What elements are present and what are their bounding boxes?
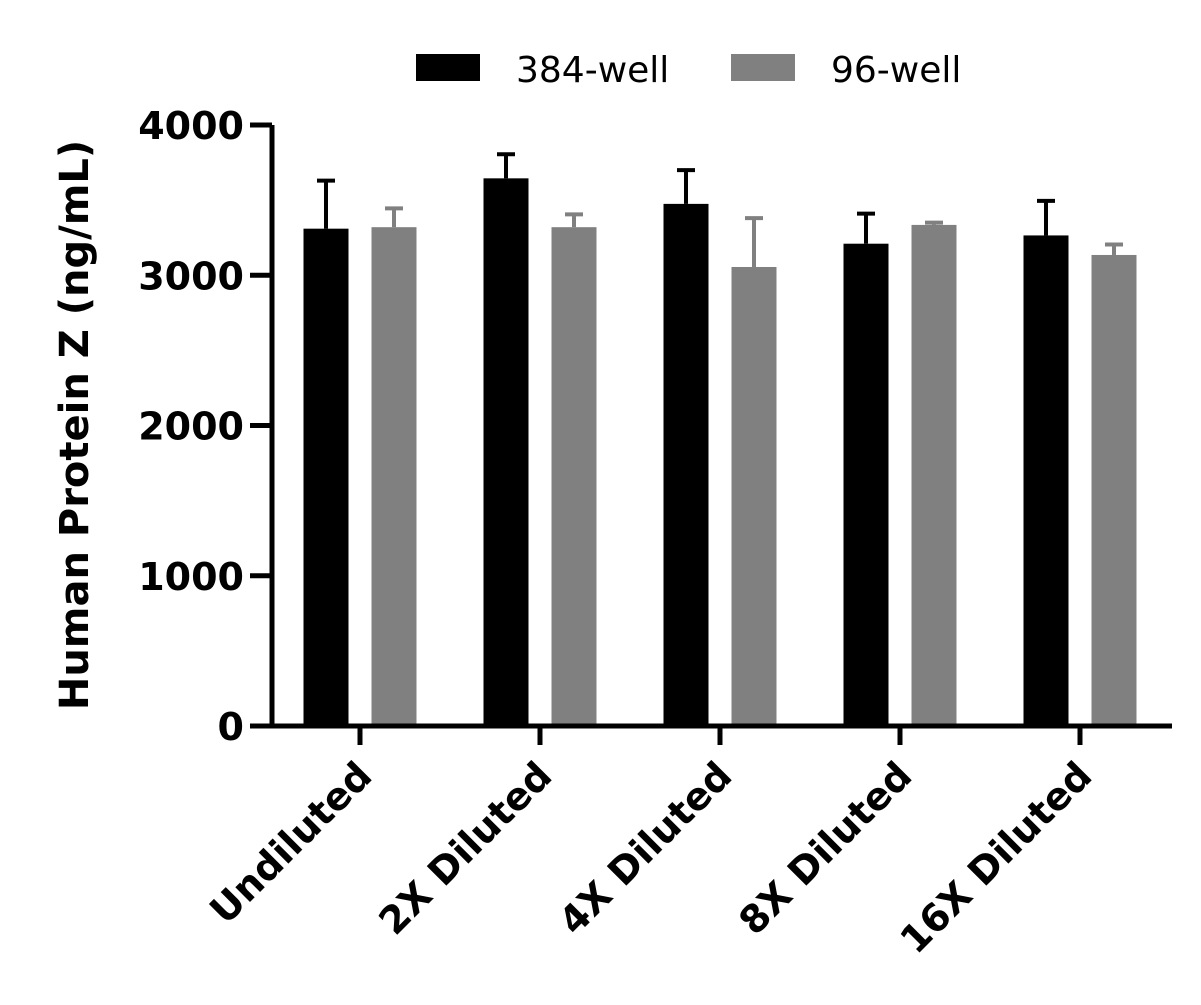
legend-swatch-96-well — [731, 54, 795, 81]
bar-96-well-undiluted — [371, 227, 417, 727]
x-tick-label-4x-diluted: 4X Diluted — [550, 753, 740, 943]
y-axis-ticks: 0 1000 2000 3000 4000 — [138, 104, 272, 749]
legend-label-384-well: 384-well — [516, 50, 669, 91]
bar-384-well-8x-diluted — [843, 243, 889, 726]
y-axis-title: Human Protein Z (ng/mL) — [52, 140, 98, 710]
x-tick-label-16x-diluted: 16X Diluted — [892, 753, 1101, 962]
bar-384-well-16x-diluted — [1023, 235, 1069, 726]
bars-layer — [303, 178, 1137, 727]
y-tick-label-2000: 2000 — [138, 405, 244, 449]
bar-96-well-2x-diluted — [551, 227, 597, 727]
legend-swatch-384-well — [416, 54, 480, 81]
x-tick-label-8x-diluted: 8X Diluted — [730, 753, 920, 943]
y-tick-label-4000: 4000 — [138, 104, 244, 148]
y-tick-label-1000: 1000 — [138, 555, 244, 599]
bar-96-well-4x-diluted — [731, 266, 777, 726]
bar-96-well-8x-diluted — [911, 224, 957, 726]
y-tick-label-0: 0 — [218, 705, 244, 749]
y-tick-label-3000: 3000 — [138, 254, 244, 298]
bar-96-well-16x-diluted — [1091, 254, 1137, 726]
x-tick-label-2x-diluted: 2X Diluted — [370, 753, 560, 943]
legend: 384-well 96-well — [416, 50, 961, 91]
legend-label-96-well: 96-well — [831, 50, 961, 91]
bar-384-well-4x-diluted — [663, 203, 709, 727]
x-tick-label-undiluted: Undiluted — [201, 753, 380, 932]
error-bars-layer — [317, 152, 1123, 267]
bar-384-well-undiluted — [303, 228, 349, 727]
bar-384-well-2x-diluted — [483, 178, 529, 726]
